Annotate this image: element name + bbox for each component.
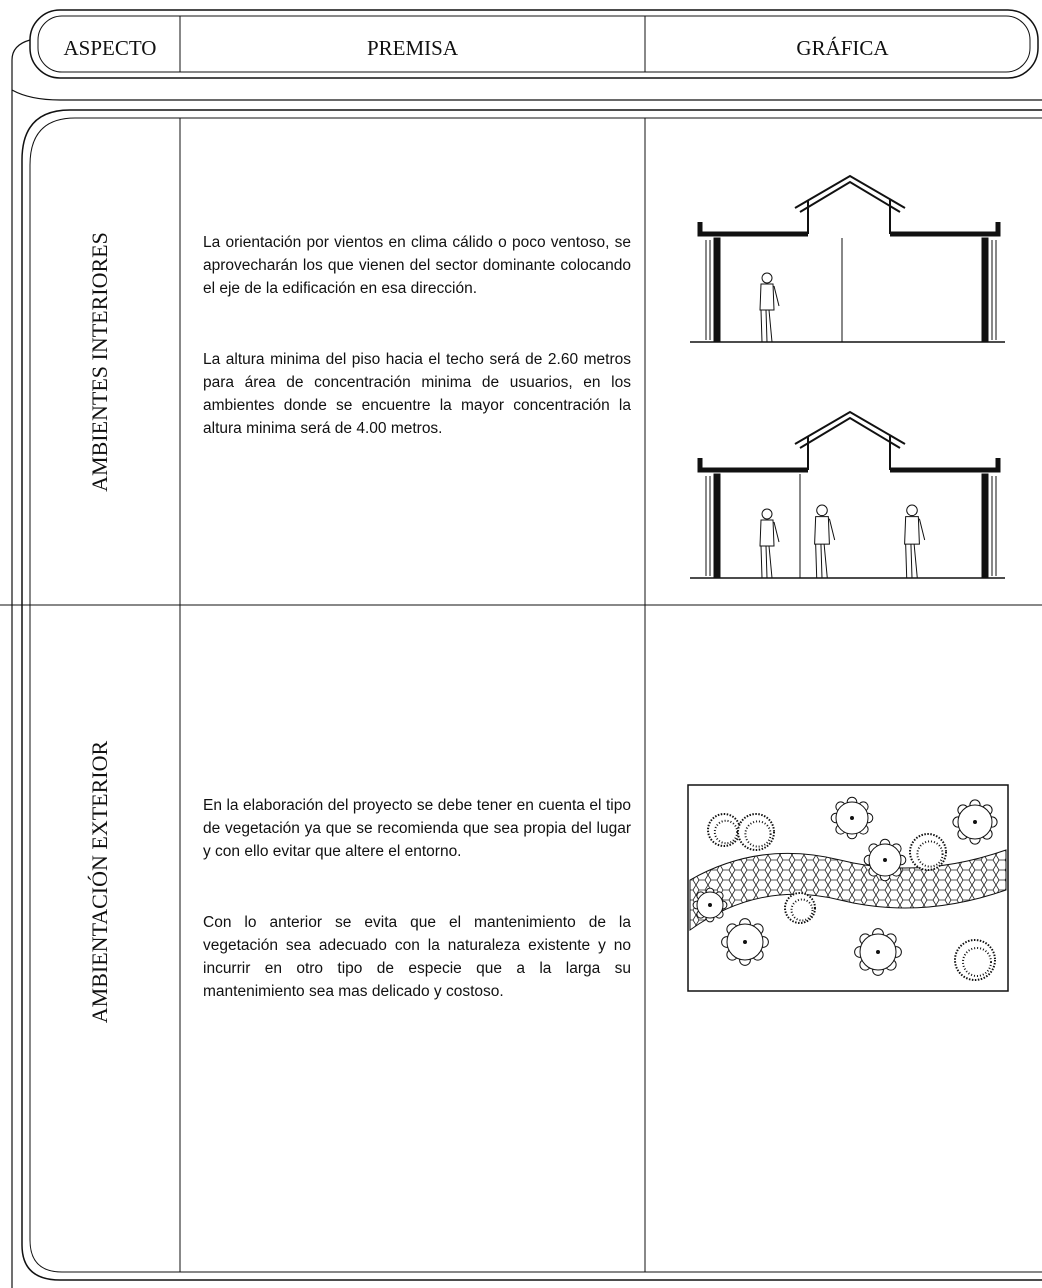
tree-canopy	[790, 898, 814, 922]
header-cell: PREMISA	[366, 36, 459, 60]
path-band	[689, 849, 1007, 931]
premise-paragraph: La orientación por vientos en clima cáli…	[203, 234, 631, 297]
aspect-label: AMBIENTES INTERIORES	[87, 232, 112, 492]
person-body	[759, 283, 780, 343]
tree	[737, 813, 775, 851]
premise-paragraph: Con lo anterior se evita que el mantenim…	[203, 914, 631, 1000]
wall	[713, 237, 721, 343]
tree-trunk	[850, 816, 854, 820]
person-figure	[904, 504, 926, 579]
roof-slab	[697, 458, 1001, 473]
premise-paragraph: En la elaboración del proyecto se debe t…	[203, 797, 631, 860]
tree-trunk	[883, 858, 887, 862]
tree	[692, 887, 728, 923]
section-drawing	[690, 410, 1005, 579]
person-figure	[814, 504, 836, 579]
section-drawing	[690, 174, 1005, 343]
tree	[952, 799, 998, 845]
wall	[981, 473, 989, 579]
person-head	[761, 272, 773, 284]
plan-frame	[687, 784, 1009, 992]
roof	[794, 174, 906, 234]
tree	[954, 939, 996, 981]
person-body	[759, 519, 780, 579]
tree-trunk	[708, 903, 712, 907]
header-cell: GRÁFICA	[796, 36, 889, 60]
tree-trunk	[973, 820, 977, 824]
tree	[721, 918, 769, 966]
wall	[981, 237, 989, 343]
tree	[909, 833, 947, 871]
aspect-label: AMBIENTACIÓN EXTERIOR	[87, 740, 112, 1024]
wall	[713, 473, 721, 579]
tree-canopy	[962, 947, 992, 977]
tree	[784, 892, 816, 924]
person-head	[816, 504, 828, 517]
roof-slab	[697, 222, 1001, 237]
tree	[854, 928, 902, 976]
tree-canopy	[744, 820, 772, 848]
roof	[794, 410, 906, 470]
tree	[707, 813, 741, 847]
window	[705, 240, 997, 340]
person-head	[906, 504, 918, 517]
window	[705, 476, 997, 576]
person-figure	[759, 508, 780, 579]
person-figure	[759, 272, 780, 343]
tree-trunk	[876, 950, 880, 954]
header-cell: ASPECTO	[63, 36, 157, 60]
tree	[863, 838, 907, 882]
tree	[830, 796, 874, 840]
tree-canopy	[713, 819, 739, 845]
person-body	[904, 516, 926, 579]
person-head	[761, 508, 773, 520]
tree-trunk	[743, 940, 747, 944]
tree-canopy	[916, 840, 944, 868]
premise-paragraph: La altura minima del piso hacia el techo…	[203, 351, 631, 437]
person-body	[814, 516, 836, 579]
